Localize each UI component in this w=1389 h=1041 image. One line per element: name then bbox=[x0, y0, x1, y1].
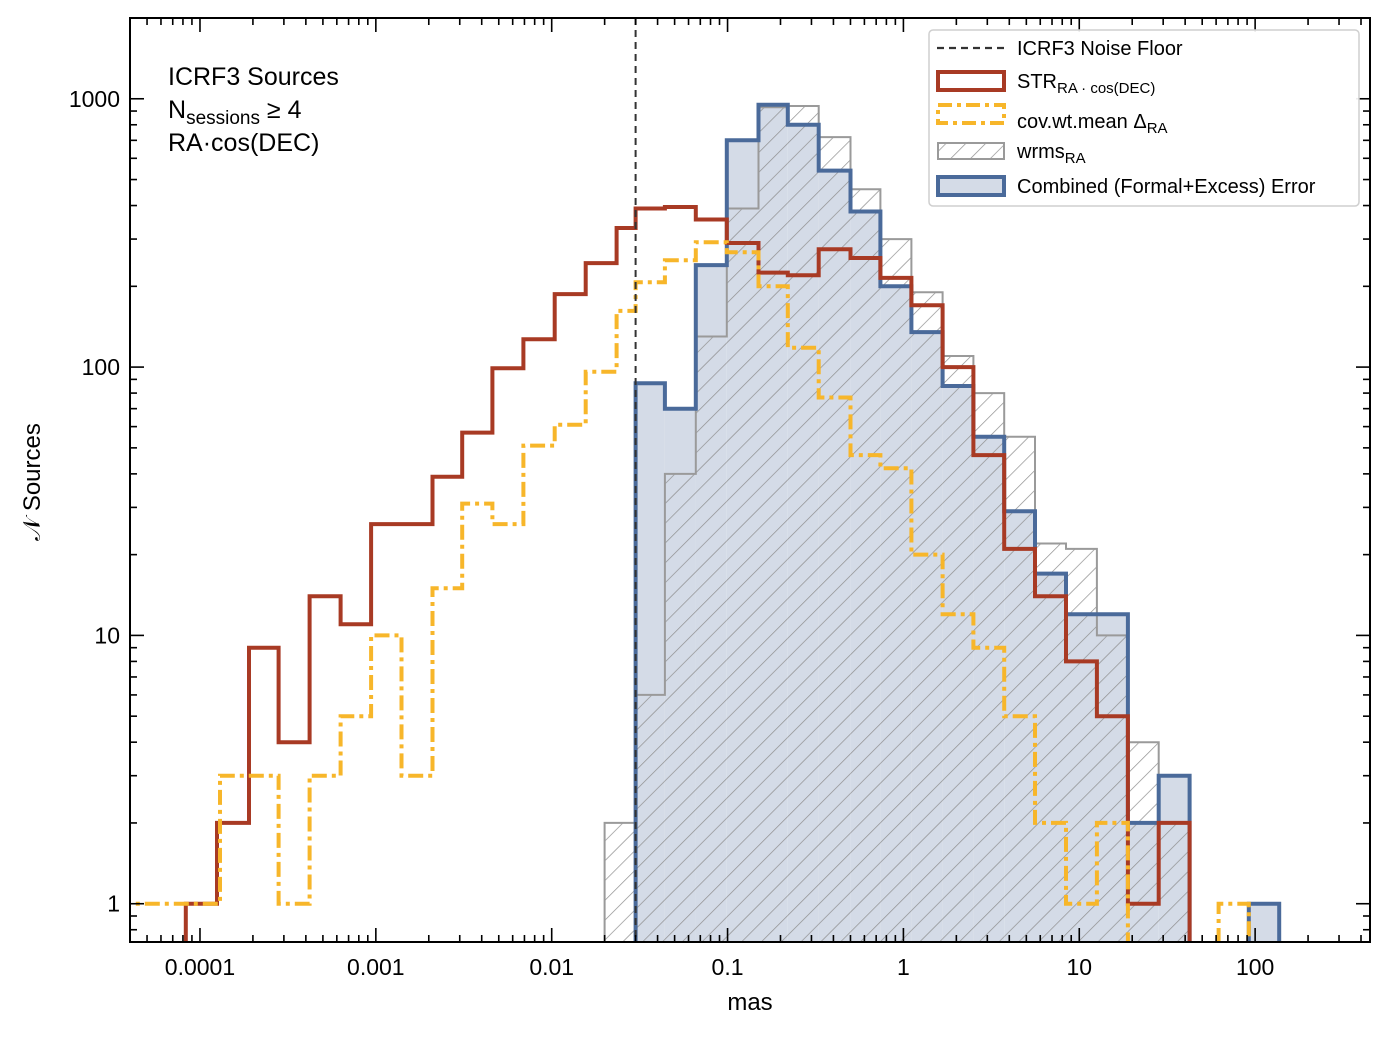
x-tick-label: 0.01 bbox=[529, 954, 574, 980]
legend-cov-main: cov.wt.mean Δ bbox=[1017, 111, 1147, 133]
annotation-line3: RA·cos(DEC) bbox=[168, 129, 319, 157]
wrms-bar-7 bbox=[818, 137, 851, 942]
legend-combined-swatch bbox=[936, 175, 1006, 197]
x-axis-title: mas bbox=[727, 989, 772, 1016]
legend-cov-label: cov.wt.mean ΔRA bbox=[1017, 111, 1168, 137]
plot-frame bbox=[129, 17, 1371, 943]
y-tick-label: 1000 bbox=[69, 86, 120, 112]
annotation-line2-sub: sessions bbox=[186, 108, 260, 129]
legend: ICRF3 Noise Floor STRRA · cos(DEC) cov.w… bbox=[928, 29, 1360, 207]
legend-wrms-sub: RA bbox=[1065, 150, 1086, 167]
x-tick-label: 0.0001 bbox=[165, 954, 235, 980]
x-tick-label: 0.001 bbox=[347, 954, 405, 980]
wrms-bar-2 bbox=[664, 473, 696, 942]
wrms-bar-3 bbox=[695, 336, 727, 942]
legend-str-swatch bbox=[936, 70, 1006, 92]
legend-wrms-swatch bbox=[937, 142, 1005, 160]
wrms-bar-10 bbox=[911, 292, 943, 942]
cov-outline bbox=[130, 240, 1251, 942]
y-axis-title: 𝒩 Sources bbox=[19, 423, 46, 541]
series-layer bbox=[130, 102, 1282, 942]
annotation-line2-main: N bbox=[168, 96, 186, 124]
annotation-line2: Nsessions ≥ 4 bbox=[168, 96, 302, 129]
annotation-block: ICRF3 Sources Nsessions ≥ 4 RA·cos(DEC) bbox=[168, 63, 339, 157]
wrms-bar-9 bbox=[880, 239, 912, 942]
wrms-bar-17 bbox=[1127, 742, 1159, 942]
wrms-bar-11 bbox=[942, 356, 974, 942]
legend-box bbox=[928, 29, 1360, 207]
combined-fill-bar-18 bbox=[1248, 903, 1280, 942]
annotation-line2-rest: ≥ 4 bbox=[260, 96, 302, 124]
wrms-bar-8 bbox=[850, 189, 881, 942]
wrms-bar-18 bbox=[1158, 822, 1190, 942]
x-tick-label: 0.1 bbox=[712, 954, 744, 980]
legend-wrms-label: wrmsRA bbox=[1016, 141, 1086, 167]
str-outline bbox=[183, 205, 1192, 942]
x-tick-label: 100 bbox=[1236, 954, 1274, 980]
wrms-bar-4 bbox=[726, 208, 759, 942]
annotation-line1: ICRF3 Sources bbox=[168, 63, 339, 91]
legend-noise-label: ICRF3 Noise Floor bbox=[1017, 38, 1183, 60]
legend-cov-sub: RA bbox=[1147, 120, 1168, 137]
wrms-bar-6 bbox=[787, 106, 819, 942]
wrms-bar-1 bbox=[635, 694, 665, 942]
ticks-layer: 0.0001 0.001 0.01 0.1 1 10 100 1 10 100 1000 bbox=[69, 17, 1370, 980]
legend-cov-swatch bbox=[936, 103, 1006, 125]
legend-wrms-main: wrms bbox=[1016, 141, 1065, 163]
wrms-bar-13 bbox=[1004, 436, 1035, 942]
wrms-bar-12 bbox=[973, 393, 1005, 942]
wrms-bar-16 bbox=[1096, 635, 1128, 942]
wrms-bar-5 bbox=[758, 107, 788, 942]
legend-str-main: STR bbox=[1017, 71, 1057, 93]
x-tick-label: 10 bbox=[1066, 954, 1092, 980]
wrms-bar-0 bbox=[604, 822, 636, 942]
y-tick-label: 1 bbox=[107, 891, 120, 917]
legend-str-label: STRRA · cos(DEC) bbox=[1017, 71, 1155, 97]
wrms-bars bbox=[604, 106, 1190, 942]
wrms-bar-14 bbox=[1035, 543, 1066, 942]
legend-combined-label: Combined (Formal+Excess) Error bbox=[1017, 176, 1316, 198]
y-tick-label: 100 bbox=[82, 354, 120, 380]
y-tick-label: 10 bbox=[94, 622, 120, 648]
x-tick-label: 1 bbox=[897, 954, 910, 980]
legend-str-sub: RA · cos(DEC) bbox=[1057, 80, 1155, 97]
